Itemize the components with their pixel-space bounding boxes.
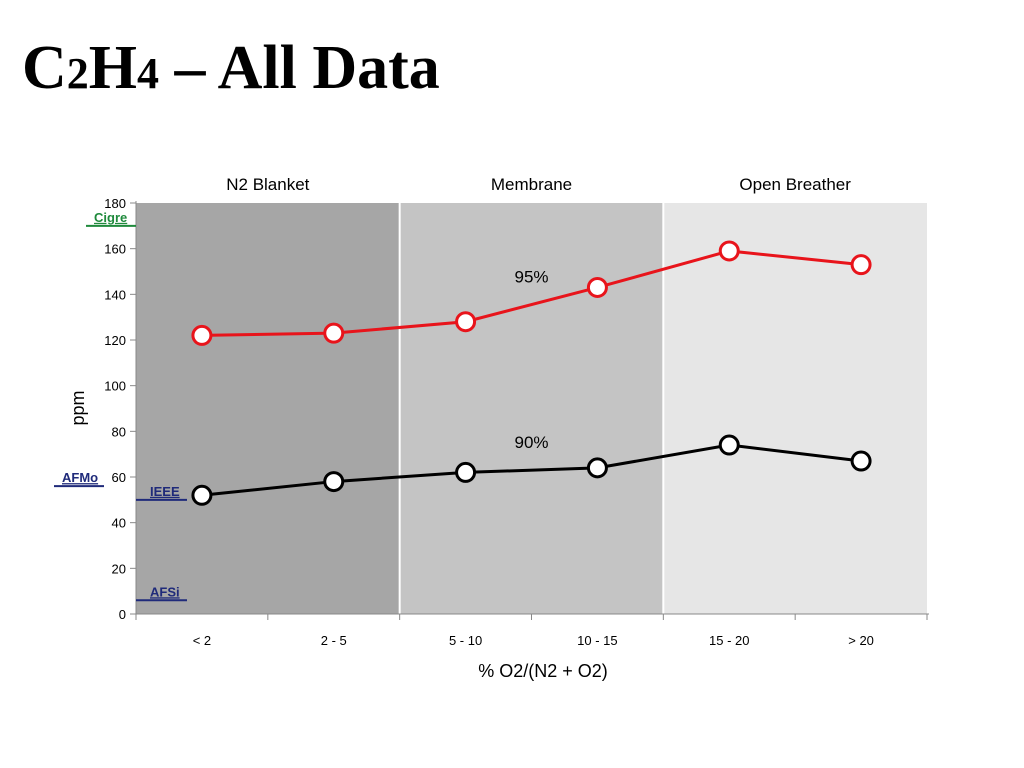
title-part-c: C [22,34,67,102]
y-tick-label: 40 [112,516,126,531]
reference-label-cigre: Cigre [94,210,127,225]
x-axis-label: % O2/(N2 + O2) [478,661,608,681]
region-n2-blanket [136,203,400,614]
y-tick-label: 140 [104,287,126,302]
y-tick-label: 160 [104,242,126,257]
axes: 0 20 40 60 80 100 120 140 160 180 < 2 2 - 5 5 - 10 10… [104,196,929,648]
y-tick-label: 100 [104,379,126,394]
data-point [191,324,213,346]
reference-label-afmo: AFMo [62,470,98,485]
y-tick-label: 120 [104,333,126,348]
y-tick-label: 80 [112,424,126,439]
title-part-rest: – All Data [159,34,440,102]
data-point [323,322,345,344]
x-tick-label: 2 - 5 [321,633,347,648]
x-tick-label: 15 - 20 [709,633,749,648]
data-point [718,240,740,262]
data-point [850,450,872,472]
data-point [586,276,608,298]
region-label-open-breather: Open Breather [739,175,851,194]
series-95: 95% [191,240,872,346]
data-point [455,311,477,333]
data-point [850,254,872,276]
data-point [323,471,345,493]
series-label-90: 90% [514,433,548,452]
slide-title: C2H4 – All Data [22,28,440,114]
data-point [455,461,477,483]
y-tick-label: 180 [104,196,126,211]
series-line-95 [201,249,862,337]
y-tick-label: 0 [119,607,126,622]
reference-lines: Cigre AFMo IEEE AFSi [54,210,187,602]
reference-label-ieee: IEEE [150,484,180,499]
region-open-breather [663,203,927,614]
series-line-90 [201,443,862,497]
x-tick-label: > 20 [848,633,874,648]
x-tick-label: 5 - 10 [449,633,482,648]
region-label-membrane: Membrane [491,175,572,194]
data-point [586,457,608,479]
data-point [191,484,213,506]
region-labels: N2 Blanket Membrane Open Breather [226,175,851,194]
title-part-h: H [88,34,138,102]
x-tick-label: 10 - 15 [577,633,617,648]
region-label-n2-blanket: N2 Blanket [226,175,309,194]
region-membrane [399,203,664,614]
series-group: 95% 90% [191,240,872,506]
reference-label-afsi: AFSi [150,584,180,599]
series-label-95: 95% [514,268,548,287]
y-tick-label: 20 [112,561,126,576]
y-axis-label: ppm [68,390,88,425]
x-tick-label: < 2 [193,633,211,648]
region-backgrounds [136,203,927,614]
series-90: 90% [191,433,872,506]
title-part-2: 2 [66,49,89,98]
title-part-4: 4 [137,49,160,98]
y-tick-label: 60 [112,470,126,485]
data-point [718,434,740,456]
